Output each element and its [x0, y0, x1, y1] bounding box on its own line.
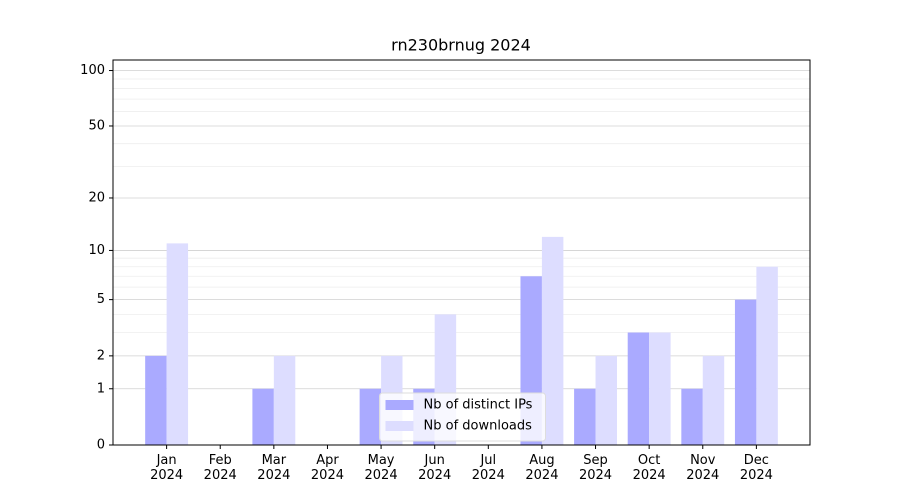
y-tick-label: 1: [97, 381, 105, 396]
chart-title: rn230brnug 2024: [391, 36, 531, 55]
bar: [252, 388, 274, 445]
x-tick-label: Jun 2024: [418, 453, 452, 483]
bar: [541, 236, 564, 445]
bar: [166, 243, 189, 445]
x-tick-label: Apr 2024: [310, 453, 344, 483]
y-tick-label: 5: [97, 292, 105, 307]
x-tick-label: Mar 2024: [257, 453, 291, 483]
bar: [734, 299, 757, 445]
x-tick-label: Feb 2024: [203, 453, 237, 483]
y-tick-label: 20: [88, 190, 105, 205]
bar: [681, 388, 703, 445]
x-tick-label: Aug 2024: [525, 453, 559, 483]
legend-swatch: [385, 400, 414, 410]
legend-swatch: [385, 421, 414, 431]
bar: [595, 355, 617, 445]
plot-frame: [112, 59, 811, 446]
x-tick-label: Dec 2024: [739, 453, 773, 483]
y-tick-label: 0: [97, 438, 105, 453]
y-tick-label: 100: [80, 63, 105, 78]
x-tick-label: Jul 2024: [471, 453, 505, 483]
bar: [359, 388, 382, 445]
legend: Nb of distinct IPs Nb of downloads: [379, 392, 546, 442]
x-tick-label: Nov 2024: [686, 453, 720, 483]
y-tick-label: 10: [88, 243, 105, 258]
bar: [574, 388, 596, 445]
bar: [702, 355, 725, 445]
x-tick-label: Oct 2024: [632, 453, 666, 483]
bar: [649, 332, 671, 445]
bar: [145, 355, 167, 445]
legend-box: [379, 392, 546, 442]
x-tick-label: May 2024: [364, 453, 398, 483]
y-tick-label: 2: [97, 348, 105, 363]
bar: [273, 355, 296, 445]
bar: [627, 332, 650, 445]
x-tick-label: Jan 2024: [150, 453, 184, 483]
x-tick-label: Sep 2024: [578, 453, 613, 483]
bar: [756, 266, 778, 445]
legend-label: Nb of downloads: [424, 419, 533, 434]
y-tick-label: 50: [88, 118, 105, 133]
legend-label: Nb of distinct IPs: [424, 398, 533, 413]
